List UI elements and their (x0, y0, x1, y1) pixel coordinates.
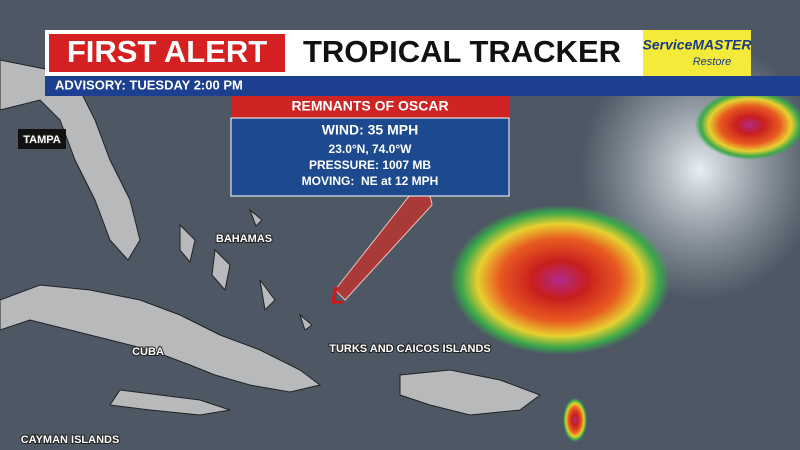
place-label: CUBA (132, 346, 164, 358)
city-label: TAMPA (23, 134, 61, 146)
jamaica-area (109, 389, 231, 416)
storm-pressure: PRESSURE: 1007 MB (309, 158, 431, 172)
alert-box (49, 34, 285, 72)
storm-info-box (230, 117, 510, 197)
hispaniola (399, 369, 542, 416)
cuba (0, 284, 322, 393)
radar-echo (695, 90, 800, 160)
bahamas-islands (179, 208, 313, 331)
storm-name: REMNANTS OF OSCAR (291, 98, 448, 114)
storm-name-bar (231, 96, 509, 118)
place-label: BAHAMAS (216, 233, 272, 245)
advisory-bar (45, 76, 800, 96)
storm-symbol: L (331, 282, 346, 309)
place-label: TURKS AND CAICOS ISLANDS (329, 343, 491, 355)
storm-moving: MOVING: NE at 12 MPH (302, 174, 439, 188)
sponsor-box (643, 30, 751, 76)
advisory-text: ADVISORY: TUESDAY 2:00 PM (55, 77, 243, 92)
header-title: TROPICAL TRACKER (303, 34, 621, 69)
alert-text: FIRST ALERT (67, 34, 267, 69)
place-label: CAYMAN ISLANDS (21, 434, 120, 446)
storm-position: 23.0°N, 74.0°W (329, 142, 413, 156)
city-box (18, 129, 66, 149)
radar-echo (563, 398, 587, 442)
sponsor-brand: ServiceMASTER (643, 37, 753, 53)
storm-wind: WIND: 35 MPH (322, 122, 418, 138)
florida (0, 59, 141, 261)
sponsor-tagline: Restore (693, 56, 732, 68)
radar-echo (450, 205, 670, 355)
